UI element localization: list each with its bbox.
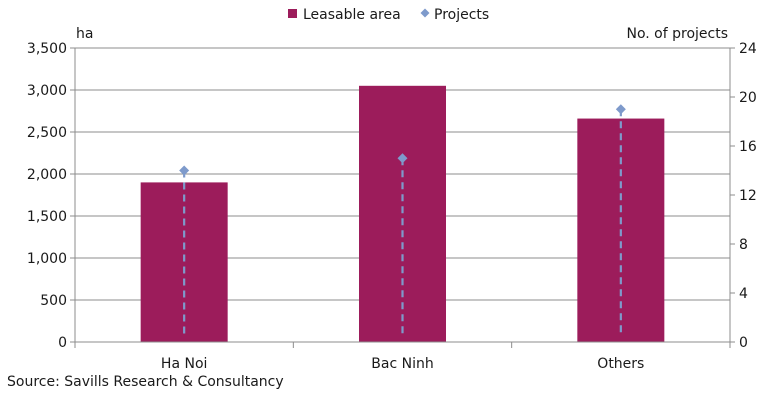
legend: Leasable area Projects (288, 7, 489, 23)
left-tick-label: 1,000 (27, 251, 67, 267)
left-tick-label: 2,000 (27, 167, 67, 183)
legend-swatch-leasable-area (288, 9, 297, 18)
project-markers (179, 104, 626, 176)
right-tick-label: 8 (739, 237, 748, 253)
left-tick-label: 1,500 (27, 209, 67, 225)
left-tick-label: 0 (58, 335, 67, 351)
legend-label-projects: Projects (434, 7, 489, 23)
left-tick-label: 2,500 (27, 125, 67, 141)
left-tick-label: 3,500 (27, 41, 67, 57)
right-tick-label: 16 (739, 139, 757, 155)
left-tick-label: 3,000 (27, 83, 67, 99)
chart: 0 500 1,000 1,500 2,000 2,500 3,000 3,500 0 4 8 12… (27, 7, 757, 372)
left-axis-title: ha (76, 26, 93, 42)
legend-label-leasable-area: Leasable area (303, 7, 401, 23)
right-axis-title: No. of projects (626, 26, 728, 42)
source-note: Source: Savills Research & Consultancy (7, 374, 284, 390)
right-tick-label: 4 (739, 286, 748, 302)
project-drop-lines (183, 109, 622, 336)
left-axis-ticks: 0 500 1,000 1,500 2,000 2,500 3,000 3,500 (27, 41, 75, 351)
left-tick-label: 500 (40, 293, 67, 309)
project-marker (397, 153, 408, 164)
project-marker (615, 104, 626, 115)
category-labels: Ha Noi Bac Ninh Others (161, 356, 644, 372)
category-label: Ha Noi (161, 356, 207, 372)
right-axis-ticks: 0 4 8 12 16 20 24 (730, 41, 757, 351)
category-label: Bac Ninh (371, 356, 433, 372)
project-marker (179, 165, 190, 176)
right-tick-label: 20 (739, 90, 757, 106)
bar-leasable-area (359, 85, 446, 343)
legend-marker-projects (420, 8, 430, 18)
right-tick-label: 12 (739, 188, 757, 204)
right-tick-label: 24 (739, 41, 757, 57)
right-tick-label: 0 (739, 335, 748, 351)
category-label: Others (597, 356, 644, 372)
